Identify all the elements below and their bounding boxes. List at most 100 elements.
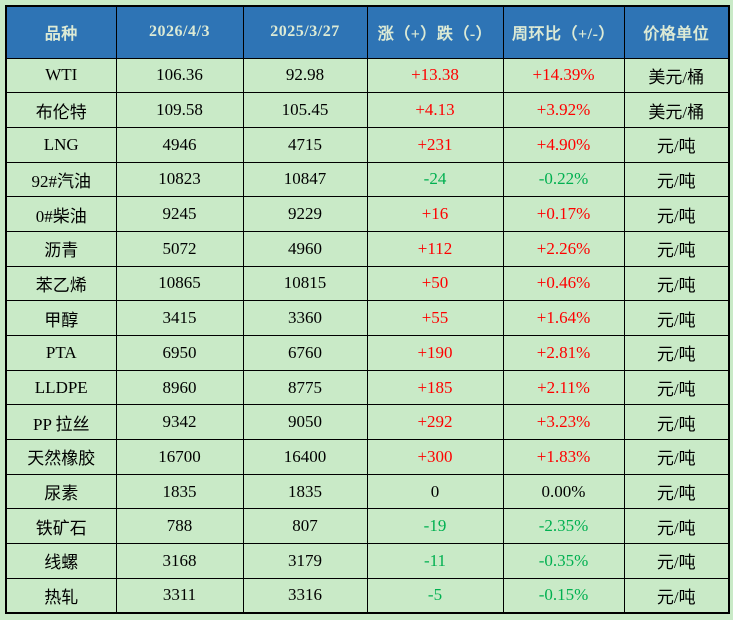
product-name-cell: 92#汽油 [5,161,117,198]
column-header-change: 涨（+）跌（-） [366,5,504,59]
product-name-cell: 线螺 [5,543,117,579]
previous-price-cell: 8775 [242,369,368,406]
column-header-date-current: 2026/4/3 [115,5,244,59]
current-price-cell: 9245 [115,196,244,232]
previous-price-cell: 9050 [242,404,368,441]
wow-percent-cell: 0.00% [502,473,625,510]
wow-percent-cell: +0.17% [502,196,625,232]
current-price-cell: 4946 [115,126,244,163]
table-row: 沥青 5072 4960 +112 +2.26% 元/吨 [5,230,730,267]
change-value-cell: -24 [366,161,504,198]
current-price-cell: 5072 [115,230,244,267]
current-price-cell: 10823 [115,161,244,198]
table-row: 0#柴油 9245 9229 +16 +0.17% 元/吨 [5,196,730,232]
previous-price-cell: 3179 [242,543,368,579]
wow-percent-cell: +2.26% [502,230,625,267]
table-row: PTA 6950 6760 +190 +2.81% 元/吨 [5,335,730,371]
table-row: 铁矿石 788 807 -19 -2.35% 元/吨 [5,508,730,545]
table-row: 布伦特 109.58 105.45 +4.13 +3.92% 美元/桶 [5,92,730,128]
wow-percent-cell: -2.35% [502,508,625,545]
price-unit-cell: 元/吨 [623,508,730,545]
current-price-cell: 8960 [115,369,244,406]
change-value-cell: +112 [366,230,504,267]
previous-price-cell: 807 [242,508,368,545]
change-value-cell: -5 [366,577,504,614]
change-value-cell: +185 [366,369,504,406]
price-unit-cell: 元/吨 [623,161,730,198]
table-body: WTI 106.36 92.98 +13.38 +14.39% 美元/桶 布伦特 109.58… [5,57,730,614]
table-row: LNG 4946 4715 +231 +4.90% 元/吨 [5,126,730,163]
previous-price-cell: 6760 [242,335,368,371]
previous-price-cell: 105.45 [242,92,368,128]
table-row: 热轧 3311 3316 -5 -0.15% 元/吨 [5,577,730,614]
current-price-cell: 3311 [115,577,244,614]
column-header-price-unit: 价格单位 [623,5,730,59]
table-header: 品种 2026/4/3 2025/3/27 涨（+）跌（-） 周环比（+/-） 价格单位 [5,5,730,59]
wow-percent-cell: +0.46% [502,265,625,302]
wow-percent-cell: +3.23% [502,404,625,441]
price-unit-cell: 元/吨 [623,543,730,579]
change-value-cell: +231 [366,126,504,163]
current-price-cell: 1835 [115,473,244,510]
price-unit-cell: 元/吨 [623,404,730,441]
current-price-cell: 3415 [115,300,244,336]
product-name-cell: 天然橡胶 [5,439,117,475]
previous-price-cell: 1835 [242,473,368,510]
table-row: PP 拉丝 9342 9050 +292 +3.23% 元/吨 [5,404,730,441]
table-row: 线螺 3168 3179 -11 -0.35% 元/吨 [5,543,730,579]
column-header-product: 品种 [5,5,117,59]
product-name-cell: 尿素 [5,473,117,510]
wow-percent-cell: +2.11% [502,369,625,406]
wow-percent-cell: -0.35% [502,543,625,579]
price-unit-cell: 元/吨 [623,369,730,406]
product-name-cell: PP 拉丝 [5,404,117,441]
price-unit-cell: 元/吨 [623,473,730,510]
product-name-cell: LNG [5,126,117,163]
change-value-cell: +16 [366,196,504,232]
previous-price-cell: 4960 [242,230,368,267]
change-value-cell: 0 [366,473,504,510]
product-name-cell: 布伦特 [5,92,117,128]
current-price-cell: 10865 [115,265,244,302]
current-price-cell: 16700 [115,439,244,475]
price-unit-cell: 美元/桶 [623,57,730,94]
previous-price-cell: 10815 [242,265,368,302]
price-unit-cell: 元/吨 [623,300,730,336]
change-value-cell: +300 [366,439,504,475]
change-value-cell: -11 [366,543,504,579]
previous-price-cell: 10847 [242,161,368,198]
price-unit-cell: 美元/桶 [623,92,730,128]
table-row: 92#汽油 10823 10847 -24 -0.22% 元/吨 [5,161,730,198]
wow-percent-cell: -0.22% [502,161,625,198]
column-header-wow-change: 周环比（+/-） [502,5,625,59]
wow-percent-cell: -0.15% [502,577,625,614]
change-value-cell: +55 [366,300,504,336]
wow-percent-cell: +3.92% [502,92,625,128]
price-unit-cell: 元/吨 [623,196,730,232]
price-unit-cell: 元/吨 [623,230,730,267]
product-name-cell: 沥青 [5,230,117,267]
current-price-cell: 109.58 [115,92,244,128]
product-name-cell: 铁矿石 [5,508,117,545]
previous-price-cell: 9229 [242,196,368,232]
product-name-cell: 0#柴油 [5,196,117,232]
product-name-cell: 热轧 [5,577,117,614]
change-value-cell: +13.38 [366,57,504,94]
product-name-cell: PTA [5,335,117,371]
change-value-cell: +292 [366,404,504,441]
previous-price-cell: 16400 [242,439,368,475]
wow-percent-cell: +1.83% [502,439,625,475]
change-value-cell: +190 [366,335,504,371]
price-unit-cell: 元/吨 [623,265,730,302]
table-row: 尿素 1835 1835 0 0.00% 元/吨 [5,473,730,510]
table-row: 甲醇 3415 3360 +55 +1.64% 元/吨 [5,300,730,336]
column-header-date-previous: 2025/3/27 [242,5,368,59]
current-price-cell: 3168 [115,543,244,579]
wow-percent-cell: +1.64% [502,300,625,336]
table-row: WTI 106.36 92.98 +13.38 +14.39% 美元/桶 [5,57,730,94]
previous-price-cell: 4715 [242,126,368,163]
table-row: 苯乙烯 10865 10815 +50 +0.46% 元/吨 [5,265,730,302]
price-unit-cell: 元/吨 [623,126,730,163]
wow-percent-cell: +4.90% [502,126,625,163]
wow-percent-cell: +14.39% [502,57,625,94]
